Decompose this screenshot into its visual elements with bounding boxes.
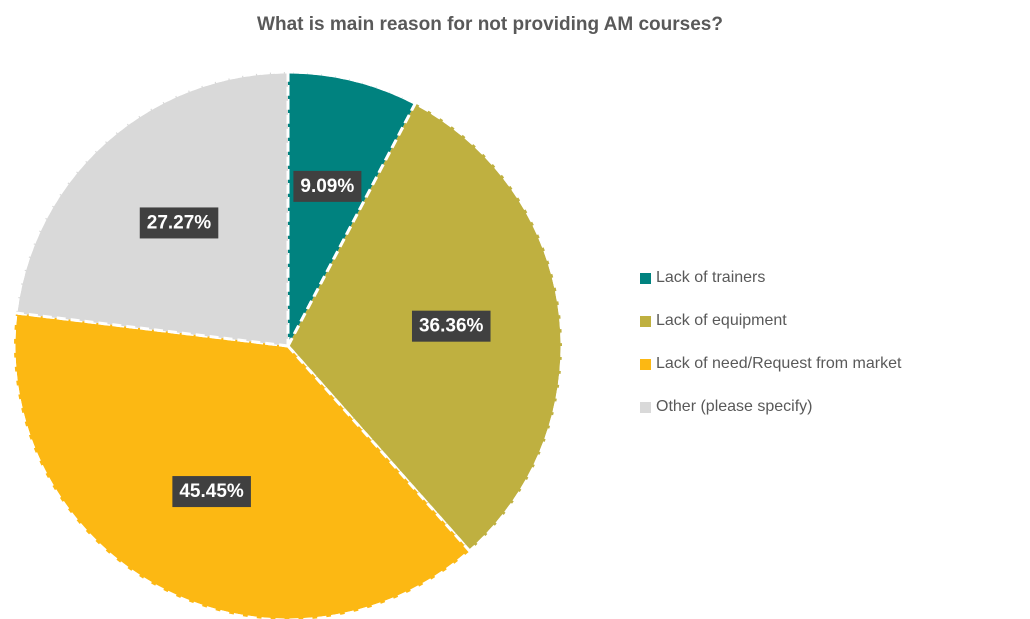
legend-label: Lack of equipment: [656, 312, 787, 329]
data-label-text: 9.09%: [300, 176, 354, 197]
data-label-lack-of-equipment: 36.36%: [411, 310, 491, 342]
data-label-text: 27.27%: [147, 212, 212, 233]
legend-item-other-please-specify: Other (please specify): [640, 395, 1028, 419]
legend-item-lack-of-need-request-from-market: Lack of need/Request from market: [640, 352, 1028, 376]
chart-legend: Lack of trainers Lack of equipment Lack of…: [640, 266, 1028, 438]
pie-data-labels: 9.09% 36.36% 45.45% 27.27%: [139, 170, 491, 508]
legend-item-lack-of-trainers: Lack of trainers: [640, 266, 1028, 290]
legend-label: Lack of trainers: [656, 269, 766, 286]
legend-swatch: [640, 358, 651, 370]
data-label-box: [172, 476, 251, 508]
legend-swatch: [640, 401, 651, 413]
chart-title: What is main reason for not providing AM…: [257, 14, 723, 35]
pie-outer-border: [12, 70, 564, 619]
pie-slices: [12, 70, 564, 619]
legend-item-lack-of-equipment: Lack of equipment: [640, 309, 1028, 333]
legend-label: Other (please specify): [656, 398, 813, 415]
legend-swatch: [640, 272, 651, 284]
legend-swatch: [640, 315, 651, 327]
pie-slice-lack-of-trainers: [286, 70, 418, 347]
legend-label: Lack of need/Request from market: [656, 355, 902, 372]
data-label-text: 36.36%: [419, 316, 484, 337]
data-label-box: [139, 207, 219, 239]
data-label-lack-of-need-request-from-market: 45.45%: [172, 476, 251, 508]
data-label-box: [293, 170, 362, 202]
data-label-text: 45.45%: [179, 481, 244, 502]
data-label-lack-of-trainers: 9.09%: [293, 170, 362, 202]
data-label-box: [411, 310, 491, 342]
data-label-other-please-specify: 27.27%: [139, 207, 219, 239]
